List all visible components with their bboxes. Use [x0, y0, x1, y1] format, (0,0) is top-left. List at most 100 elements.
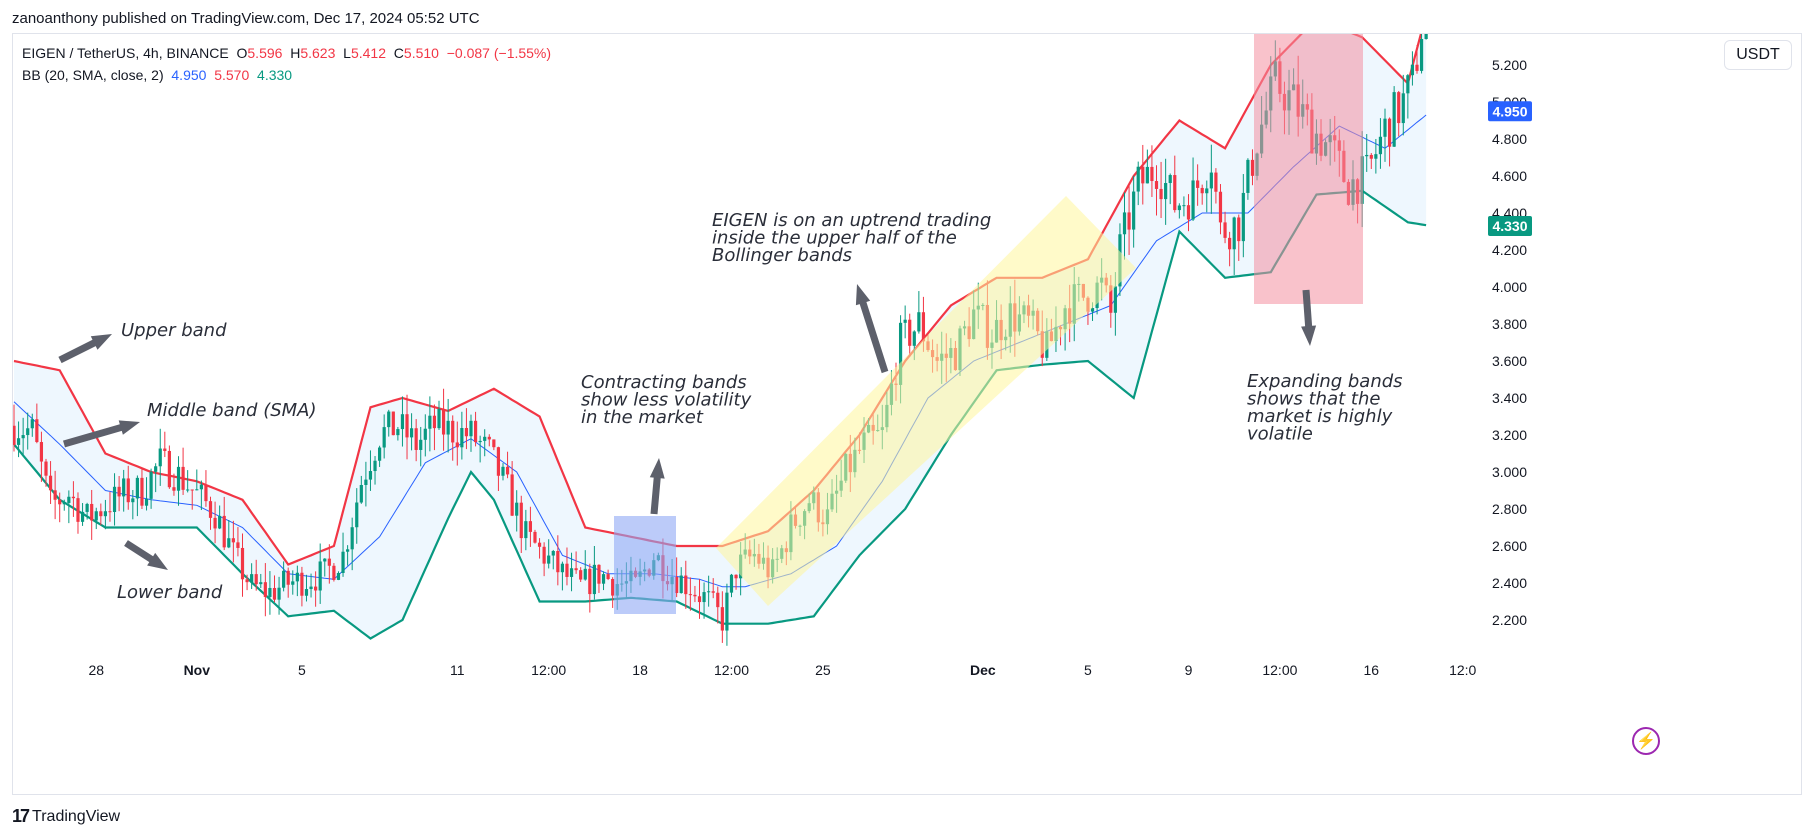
candle-body: [496, 447, 501, 476]
candle-body: [94, 511, 98, 521]
annotation-expand: volatile: [1247, 424, 1313, 445]
candle-body: [282, 570, 286, 588]
y-tick-label: 3.800: [1492, 316, 1527, 332]
candle-body: [528, 521, 533, 532]
candle-body: [912, 331, 916, 346]
candle-body: [428, 415, 432, 429]
candle-body: [437, 408, 441, 429]
candle-body: [71, 496, 76, 499]
candle-body: [382, 427, 386, 448]
candle-body: [1177, 205, 1181, 211]
y-tick-label: 4.800: [1492, 131, 1527, 147]
candle-body: [711, 591, 715, 593]
candle-body: [515, 502, 519, 516]
bb-upper-value: 5.570: [214, 67, 250, 83]
candle-body: [423, 428, 427, 440]
candle-body: [1209, 172, 1213, 189]
candle-body: [693, 594, 697, 597]
candle-body: [729, 574, 734, 593]
candle-body: [1205, 188, 1209, 194]
x-tick-label: 12:00: [1262, 662, 1297, 678]
candle-body: [327, 558, 331, 566]
middle-band-arrow: [63, 420, 140, 448]
y-tick-label: 2.800: [1492, 501, 1527, 517]
candle-body: [679, 575, 683, 594]
bb-lower-value: 4.330: [257, 67, 293, 83]
candle-body: [1136, 166, 1140, 192]
legend-indicator: BB (20, SMA, close, 2) 4.950 5.570 4.330: [22, 67, 292, 83]
x-tick-label: Nov: [184, 662, 211, 678]
candle-body: [53, 490, 57, 500]
candle-body: [99, 511, 103, 517]
candle-body: [1113, 286, 1117, 313]
candle-body: [67, 496, 71, 503]
candle-body: [1369, 154, 1373, 159]
upper-band-arrow: [58, 334, 112, 364]
candle-body: [524, 521, 528, 539]
y-tick-label: 5.200: [1492, 57, 1527, 73]
candle-body: [1132, 191, 1136, 230]
candle-body: [478, 440, 482, 443]
candle-body: [236, 542, 240, 548]
candle-body: [1173, 175, 1177, 211]
candle-body: [1237, 217, 1241, 242]
candle-body: [560, 563, 564, 573]
candle-body: [414, 428, 418, 450]
candle-body: [1228, 237, 1232, 250]
candle-body: [505, 466, 510, 475]
candle-body: [259, 582, 263, 585]
candle-body: [314, 586, 318, 591]
candle-body: [218, 515, 222, 529]
candle-body: [579, 570, 583, 580]
price-label-bg: [1488, 215, 1532, 236]
annotation-upper: Upper band: [121, 320, 227, 341]
y-tick-label: 3.000: [1492, 464, 1527, 480]
candle-body: [400, 414, 405, 430]
expanding-arrow: [1301, 289, 1317, 346]
indicator-name[interactable]: BB (20, SMA, close, 2): [22, 67, 164, 83]
middle-band-line: [13, 114, 1427, 588]
candle-body: [601, 574, 606, 584]
candle-body: [341, 551, 345, 573]
candle-body: [355, 502, 359, 528]
candle-body: [144, 498, 149, 506]
legend-open: 5.596: [247, 45, 283, 61]
candle-body: [250, 574, 254, 583]
candle-body: [483, 436, 487, 441]
annotation-uptrend: EIGEN is on an uptrend trading: [712, 210, 991, 231]
candle-body: [1392, 92, 1396, 147]
candle-body: [1241, 192, 1245, 242]
legend-symbol[interactable]: EIGEN / TetherUS, 4h, BINANCE: [22, 45, 229, 61]
candle-body: [1090, 308, 1095, 312]
candle-body: [1218, 191, 1223, 223]
tradingview-logo[interactable]: 17 TradingView: [12, 806, 120, 827]
x-tick-label: 12:0: [1449, 662, 1476, 678]
currency-button[interactable]: USDT: [1724, 40, 1792, 70]
candle-body: [154, 466, 158, 472]
candle-body: [1150, 166, 1154, 182]
candle-body: [44, 461, 48, 476]
candle-body: [547, 555, 551, 564]
lightning-icon[interactable]: ⚡: [1632, 727, 1660, 755]
candle-body: [432, 415, 437, 429]
legend-open-label: O: [236, 45, 248, 61]
candle-body: [510, 474, 514, 516]
upper-band-line: [13, 34, 1423, 566]
candle-body: [501, 466, 505, 476]
candle-body: [195, 489, 199, 491]
candle-body: [1191, 180, 1195, 220]
candle-body: [451, 420, 455, 443]
candle-body: [697, 596, 702, 603]
candle-body: [734, 574, 738, 579]
annotation-expand: shows that the: [1247, 389, 1380, 410]
candle-body: [675, 576, 679, 594]
candle-body: [172, 487, 176, 491]
candle-body: [318, 561, 322, 591]
y-tick-label: 3.400: [1492, 390, 1527, 406]
candle-body: [1378, 136, 1383, 155]
candle-body: [606, 574, 610, 579]
candle-body: [684, 575, 688, 595]
candle-body: [720, 607, 724, 631]
candle-body: [122, 478, 126, 497]
